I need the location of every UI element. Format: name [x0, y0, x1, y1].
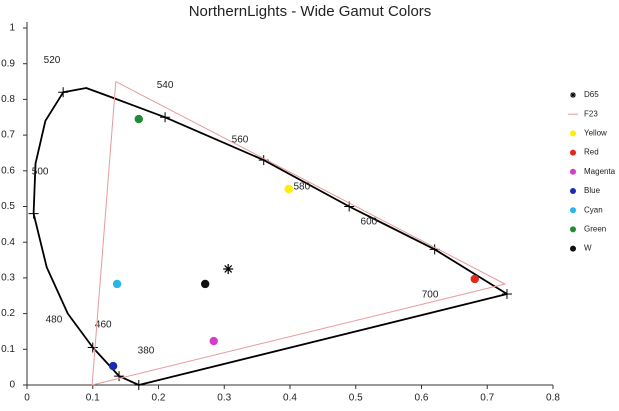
- y-tick-label: 0.5: [1, 201, 15, 212]
- legend-marker: [570, 92, 576, 98]
- legend-marker: [570, 188, 576, 194]
- x-tick-label: 0.3: [217, 393, 231, 404]
- locus-tick: [28, 208, 39, 219]
- legend-label: Blue: [584, 186, 601, 195]
- y-tick-label: 1: [9, 23, 15, 34]
- y-tick-label: 0.8: [1, 94, 15, 105]
- legend-label: Red: [584, 148, 599, 157]
- chart-title: NorthernLights - Wide Gamut Colors: [189, 3, 432, 20]
- legend-marker: [570, 168, 576, 175]
- legend-marker: [570, 149, 576, 156]
- y-tick-label: 0.2: [1, 308, 15, 319]
- wavelength-label: 600: [361, 216, 378, 227]
- legend-marker: [570, 226, 576, 233]
- y-tick-label: 0.6: [1, 165, 15, 176]
- locus-tick: [58, 87, 69, 98]
- wavelength-label: 520: [44, 55, 61, 66]
- color-point: [108, 361, 118, 371]
- legend-label: W: [584, 244, 592, 253]
- wavelength-label: 380: [138, 346, 155, 357]
- color-point: [112, 279, 122, 289]
- y-tick-label: 0.4: [1, 237, 15, 248]
- y-tick-label: 0.1: [1, 344, 15, 355]
- y-tick-label: 0.9: [1, 58, 15, 69]
- wavelength-label: 500: [32, 167, 49, 178]
- y-tick-label: 0.3: [1, 273, 15, 284]
- wavelength-label: 460: [95, 320, 112, 331]
- white-point: [223, 263, 234, 274]
- color-point: [470, 274, 479, 284]
- wavelength-label: 700: [422, 290, 439, 301]
- x-tick-label: 0: [24, 393, 30, 404]
- legend: D65 F23 Yellow Red Magenta Blue Cyan Green W: [568, 90, 616, 253]
- wavelength-label: 480: [46, 315, 63, 326]
- x-tick-label: 0.5: [349, 393, 363, 404]
- wavelength-label: 580: [293, 182, 310, 193]
- x-tick-label: 0.2: [152, 393, 166, 404]
- color-point: [134, 114, 143, 124]
- wavelength-label: 540: [157, 80, 174, 91]
- locus-tick: [160, 112, 171, 123]
- locus-tick: [133, 380, 144, 390]
- legend-label: Cyan: [584, 205, 603, 214]
- legend-label: Yellow: [584, 129, 607, 138]
- legend-label: Magenta: [584, 167, 616, 176]
- x-tick-label: 0.1: [86, 393, 100, 404]
- legend-label: F23: [584, 109, 598, 118]
- locus-tick: [87, 342, 98, 353]
- color-point: [209, 336, 218, 346]
- x-tick-label: 0.6: [415, 393, 429, 404]
- legend-label: D65: [584, 90, 599, 99]
- color-point: [200, 279, 210, 289]
- color-point: [284, 184, 293, 194]
- legend-marker: [570, 245, 576, 252]
- x-tick-label: 0.4: [283, 393, 297, 404]
- legend-label: Green: [584, 225, 606, 234]
- y-tick-label: 0.7: [1, 130, 15, 141]
- legend-marker: [570, 207, 576, 214]
- legend-marker: [570, 130, 576, 137]
- locus-tick: [501, 288, 512, 299]
- x-tick-label: 0.8: [546, 393, 560, 404]
- y-tick-label: 0: [9, 380, 15, 391]
- f23-gamut: [91, 81, 506, 386]
- locus-tick: [114, 371, 125, 382]
- x-tick-label: 0.7: [480, 393, 494, 404]
- wavelength-label: 560: [232, 135, 249, 146]
